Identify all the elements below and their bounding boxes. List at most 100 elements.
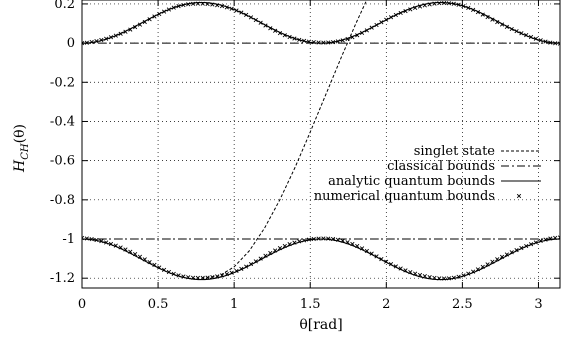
numerical-lower-marker: [176, 273, 181, 278]
y-tick-label: -0.4: [50, 114, 75, 129]
y-axis-label-arg: (θ): [12, 124, 28, 143]
numerical-upper-marker: [446, 1, 452, 6]
numerical-upper-marker: [485, 14, 490, 20]
numerical-upper-marker: [422, 3, 427, 8]
numerical-lower-marker: [301, 238, 307, 243]
numerical-upper-marker: [345, 36, 350, 42]
numerical-upper-marker: [132, 25, 138, 30]
numerical-upper-marker: [176, 4, 181, 9]
numerical-upper-marker: [229, 6, 234, 11]
numerical-lower-marker: [195, 275, 200, 281]
y-axis-label-main: H: [12, 159, 28, 173]
numerical-upper-marker: [369, 25, 374, 30]
numerical-upper-marker: [123, 29, 128, 34]
numerical-upper-marker: [82, 40, 85, 46]
numerical-upper-marker: [388, 15, 394, 20]
numerical-lower-marker: [442, 276, 447, 281]
numerical-upper-marker: [147, 17, 152, 22]
numerical-upper-marker: [137, 22, 143, 27]
numerical-lower-marker: [451, 275, 456, 280]
numerical-lower-marker: [123, 247, 128, 252]
numerical-upper-marker: [301, 38, 307, 43]
numerical-upper-marker: [181, 2, 186, 8]
numerical-lower-marker: [219, 273, 225, 278]
numerical-lower-marker: [186, 275, 191, 280]
numerical-lower-marker: [355, 243, 360, 249]
numerical-lower-marker: [292, 240, 297, 245]
x-tick-label: 3: [534, 297, 542, 312]
numerical-upper-marker: [524, 33, 529, 38]
numerical-upper-marker: [355, 33, 360, 38]
numerical-lower-marker: [379, 256, 384, 262]
numerical-lower-marker: [89, 237, 94, 242]
x-tick-label: 0.5: [148, 297, 169, 312]
numerical-upper-marker: [538, 38, 543, 43]
numerical-upper-marker: [306, 39, 312, 44]
numerical-upper-marker: [277, 31, 283, 36]
numerical-lower-marker: [427, 275, 432, 280]
numerical-lower-marker: [485, 262, 490, 267]
numerical-upper-marker: [166, 7, 172, 12]
numerical-lower-marker: [132, 252, 138, 257]
numerical-lower-marker: [470, 269, 476, 274]
numerical-lower-marker: [533, 240, 538, 245]
legend-label: singlet state: [414, 144, 496, 159]
numerical-upper-marker: [408, 7, 413, 12]
x-axis: 0 0.5 1 1.5 2 2.5 3: [78, 0, 543, 312]
numerical-lower-marker: [229, 270, 234, 275]
numerical-lower-marker: [480, 264, 485, 269]
numerical-lower-marker: [113, 243, 118, 248]
numerical-upper-marker: [292, 36, 297, 41]
numerical-upper-marker: [282, 33, 287, 38]
numerical-upper-marker: [161, 9, 167, 14]
numerical-upper-marker: [215, 3, 220, 8]
numerical-lower-marker: [345, 240, 350, 245]
numerical-upper-marker: [89, 39, 94, 45]
numerical-upper-marker: [490, 17, 495, 22]
numerical-upper-marker: [442, 0, 447, 6]
numerical-upper-marker: [364, 28, 369, 33]
legend-label: numerical quantum bounds: [314, 189, 495, 204]
numerical-lower-marker: [543, 237, 548, 242]
numerical-lower-marker: [108, 241, 114, 247]
numerical-upper-marker: [297, 37, 302, 42]
numerical-upper-marker: [417, 4, 423, 9]
numerical-lower-marker: [340, 238, 345, 243]
svg-text:HCH(θ): HCH(θ): [12, 124, 31, 173]
numerical-lower-marker: [104, 240, 109, 245]
numerical-lower-marker: [282, 243, 287, 249]
x-tick-label: 2.5: [452, 297, 473, 312]
numerical-upper-marker: [514, 29, 519, 34]
numerical-upper-marker: [359, 30, 365, 35]
numerical-lower-marker: [234, 268, 239, 274]
numerical-upper-marker: [403, 8, 408, 14]
numerical-lower-marker: [157, 265, 162, 270]
numerical-upper-marker: [263, 23, 268, 28]
numerical-upper-marker: [519, 31, 524, 36]
numerical-lower-marker: [306, 237, 312, 242]
numerical-lower-marker: [205, 275, 210, 280]
numerical-lower-marker: [475, 267, 481, 272]
numerical-lower-marker: [403, 268, 408, 273]
analytic-lower-bound: [82, 238, 560, 281]
numerical-lower-marker: [408, 269, 413, 275]
numerical-upper-marker: [509, 26, 514, 32]
numerical-upper-marker: [190, 1, 196, 6]
legend-label: classical bounds: [387, 159, 495, 174]
numerical-lower-marker: [519, 245, 524, 251]
numerical-lower-marker: [413, 271, 418, 276]
numerical-lower-marker: [514, 247, 519, 253]
numerical-lower-marker: [437, 276, 442, 281]
numerical-lower-marker: [456, 274, 461, 279]
numerical-upper-marker: [142, 19, 147, 25]
numerical-lower-marker: [311, 236, 316, 242]
numerical-upper-marker: [273, 28, 278, 33]
numerical-upper-marker: [253, 17, 258, 23]
numerical-lower-marker: [215, 274, 220, 279]
numerical-lower-marker: [253, 259, 258, 264]
numerical-upper-marker: [340, 38, 345, 43]
numerical-lower-marker: [509, 250, 514, 255]
numerical-upper-marker: [113, 33, 118, 38]
numerical-lower-marker: [273, 248, 278, 253]
